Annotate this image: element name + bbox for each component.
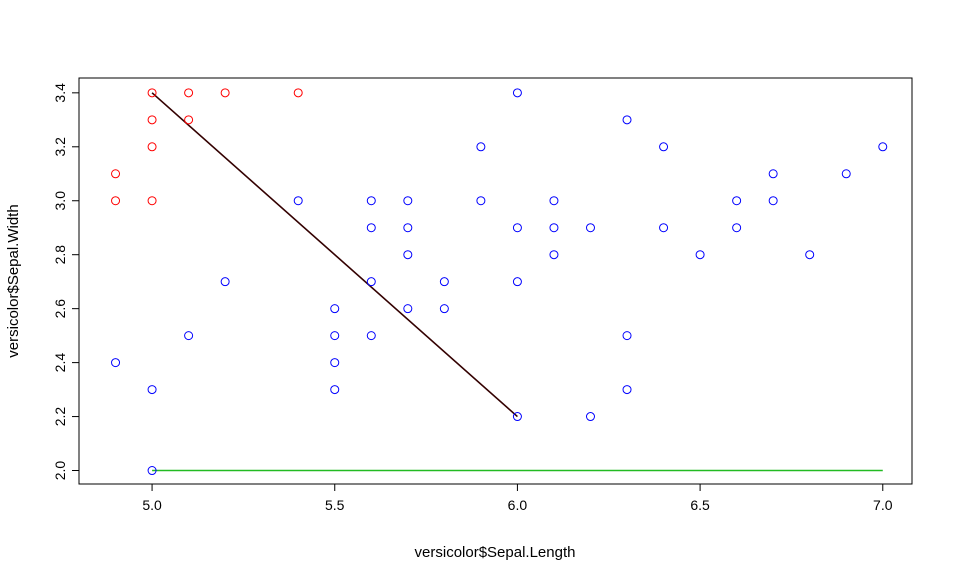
data-point-series-2 [768, 169, 778, 179]
data-point-series-2 [805, 250, 815, 260]
data-point-series-2 [878, 142, 888, 152]
y-tick-label: 2.4 [52, 353, 68, 373]
data-point-series-2 [330, 358, 340, 368]
data-point-series-2 [695, 250, 705, 260]
y-tick-label: 3.2 [52, 137, 68, 157]
y-tick-label: 2.0 [52, 461, 68, 481]
x-tick-label: 5.5 [325, 497, 345, 513]
data-point-series-2 [330, 304, 340, 314]
data-point-series-2 [768, 196, 778, 206]
data-point-series-2 [622, 331, 632, 341]
data-point-series-2 [622, 385, 632, 395]
y-tick-label: 3.0 [52, 191, 68, 211]
y-axis: 2.0 2.2 2.4 2.6 2.8 3.0 3.2 3.4 [52, 83, 80, 481]
data-point-series-1 [111, 196, 121, 206]
data-point-series-2 [512, 412, 522, 422]
data-point-series-2 [512, 88, 522, 98]
data-point-series-1 [147, 115, 157, 125]
data-point-series-2 [659, 142, 669, 152]
data-point-series-2 [512, 223, 522, 233]
data-point-series-2 [220, 277, 230, 287]
data-point-series-2 [659, 223, 669, 233]
y-tick-label: 3.4 [52, 83, 68, 103]
data-point-series-1 [111, 169, 121, 179]
x-axis: 5.0 5.5 6.0 6.5 7.0 [142, 483, 893, 513]
data-point-series-1 [293, 88, 303, 98]
data-point-series-2 [366, 223, 376, 233]
data-point-series-2 [330, 331, 340, 341]
data-point-series-2 [732, 196, 742, 206]
data-point-series-1 [147, 142, 157, 152]
points-layer [111, 88, 888, 476]
data-point-series-1 [147, 196, 157, 206]
data-point-series-2 [366, 277, 376, 287]
data-point-series-2 [439, 277, 449, 287]
data-point-series-2 [585, 223, 595, 233]
series-line-1 [151, 92, 518, 418]
data-point-series-2 [549, 223, 559, 233]
data-point-series-2 [549, 196, 559, 206]
x-tick-label: 7.0 [873, 497, 893, 513]
y-tick-label: 2.2 [52, 407, 68, 427]
data-point-series-2 [330, 385, 340, 395]
x-tick-label: 5.0 [142, 497, 162, 513]
y-axis-title: versicolor$Sepal.Width [5, 204, 22, 357]
x-tick-label: 6.5 [690, 497, 710, 513]
lines-layer [151, 92, 883, 472]
data-point-series-2 [512, 277, 522, 287]
data-point-series-2 [147, 466, 157, 476]
data-point-series-2 [841, 169, 851, 179]
data-point-series-1 [220, 88, 230, 98]
data-point-series-2 [585, 412, 595, 422]
data-point-series-1 [184, 88, 194, 98]
y-tick-label: 2.6 [52, 299, 68, 319]
data-point-series-2 [403, 223, 413, 233]
y-tick-label: 2.8 [52, 245, 68, 265]
data-point-series-2 [147, 385, 157, 395]
data-point-series-2 [403, 196, 413, 206]
data-point-series-2 [293, 196, 303, 206]
data-point-series-1 [147, 88, 157, 98]
data-point-series-2 [366, 331, 376, 341]
data-point-series-2 [622, 115, 632, 125]
data-point-series-2 [439, 304, 449, 314]
data-point-series-2 [403, 250, 413, 260]
data-point-series-2 [111, 358, 121, 368]
x-tick-label: 6.0 [508, 497, 528, 513]
data-point-series-2 [732, 223, 742, 233]
data-point-series-2 [403, 304, 413, 314]
data-point-series-2 [366, 196, 376, 206]
data-point-series-1 [184, 115, 194, 125]
data-point-series-2 [549, 250, 559, 260]
data-point-series-2 [476, 142, 486, 152]
data-point-series-2 [476, 196, 486, 206]
data-point-series-2 [184, 331, 194, 341]
x-axis-title: versicolor$Sepal.Length [415, 544, 576, 561]
